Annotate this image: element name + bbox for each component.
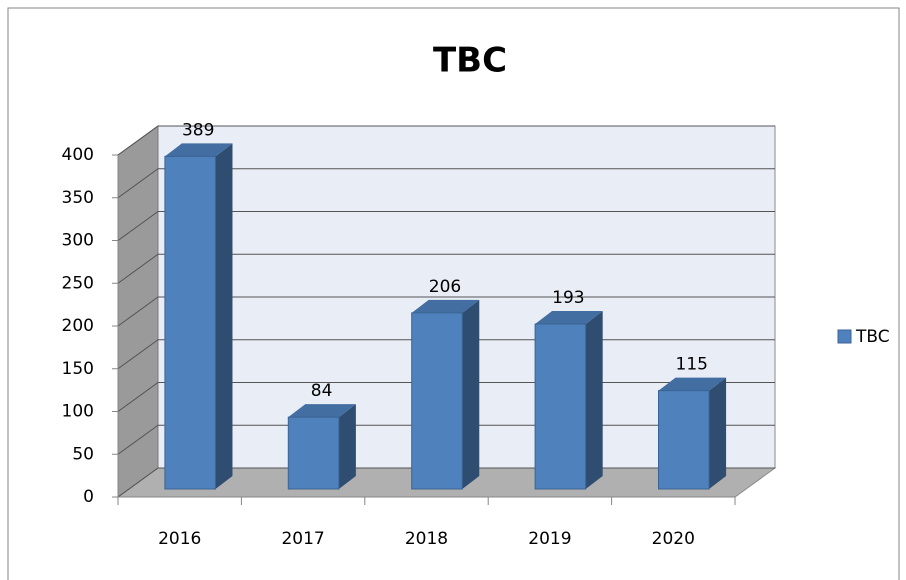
bar	[287, 416, 340, 490]
y-tick-label: 350	[62, 188, 94, 208]
grid-line	[117, 296, 775, 327]
y-tick-label: 0	[83, 487, 94, 507]
bar	[657, 390, 710, 490]
bar-top	[411, 299, 480, 313]
legend-label: TBC	[855, 327, 890, 347]
grid-line	[117, 211, 775, 241]
bar-top	[288, 404, 356, 418]
bar-side	[585, 310, 603, 489]
bar	[164, 155, 216, 490]
chart-title: TBC	[433, 41, 507, 81]
bar-side	[215, 143, 233, 489]
bar-side	[709, 377, 727, 489]
y-tick-label: 50	[72, 444, 94, 464]
grid-line	[117, 168, 775, 199]
x-tick-label: 2017	[281, 529, 324, 549]
data-label: 193	[552, 288, 584, 308]
x-tick-label: 2019	[528, 529, 571, 549]
y-tick-label: 400	[62, 145, 94, 165]
x-tick-label: 2020	[652, 529, 695, 549]
y-tick-label: 150	[62, 359, 94, 379]
data-label: 206	[429, 277, 461, 297]
legend-swatch	[837, 329, 852, 344]
x-tick-label: 2016	[158, 529, 201, 549]
bar-side	[462, 299, 480, 489]
grid-line	[117, 125, 775, 156]
y-tick-label: 250	[62, 273, 94, 293]
bar	[411, 312, 463, 490]
bar-top	[658, 377, 727, 391]
y-tick-label: 300	[62, 231, 94, 251]
grid-line	[117, 253, 775, 284]
data-label: 115	[676, 355, 708, 375]
x-tick-label: 2018	[405, 529, 448, 549]
bar-top	[535, 310, 603, 324]
bar-top	[164, 143, 233, 157]
y-tick-label: 200	[62, 316, 94, 336]
bar-side	[338, 404, 356, 489]
bar	[534, 323, 587, 490]
data-label: 84	[311, 381, 333, 401]
y-tick-label: 100	[62, 402, 94, 422]
data-label: 389	[182, 120, 214, 140]
